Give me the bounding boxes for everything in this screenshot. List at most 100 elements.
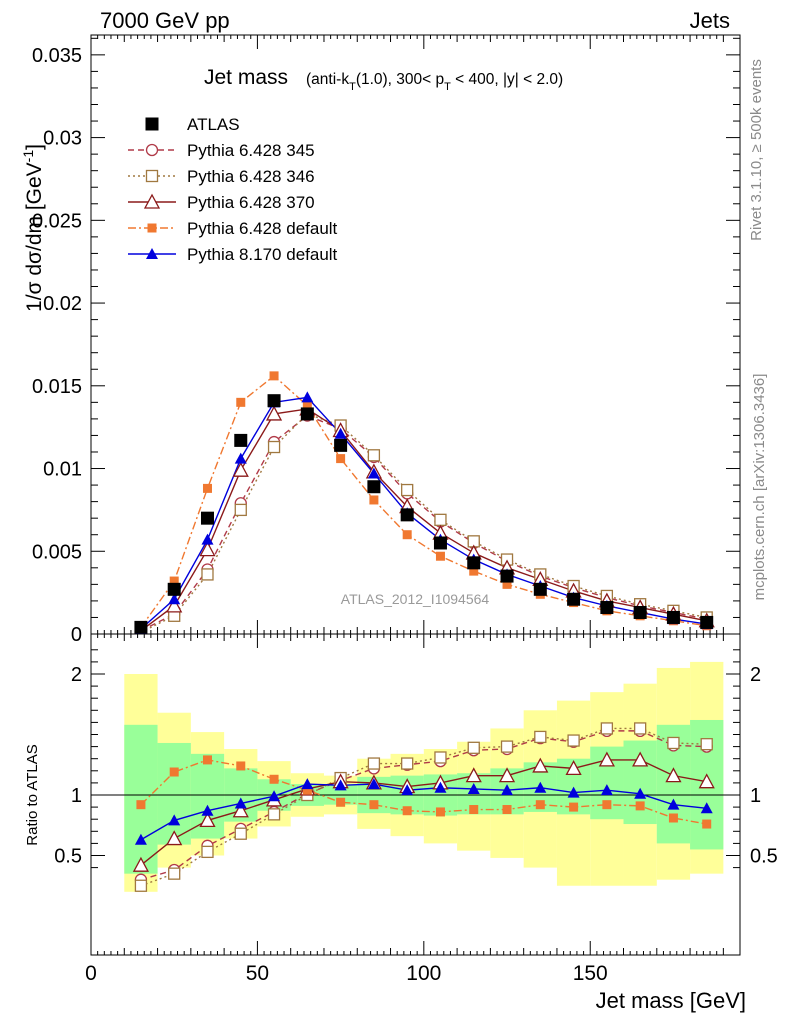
legend-label-pythia-6-428-default: Pythia 6.428 default (187, 219, 338, 238)
point-pythia-6-428-370 (199, 541, 216, 557)
ratio-point-pythia-8-170-default (467, 782, 480, 794)
energy-label: 7000 GeV pp (100, 8, 230, 33)
point-pythia-8-170-default (334, 427, 347, 439)
mcplots-label: mcplots.cern.ch [arXiv:1306.3436] (751, 374, 768, 601)
ratio-point-pythia-6-428-default (602, 800, 612, 810)
series-line-pythia-6-428-default (140, 374, 707, 628)
point-atlas (234, 433, 248, 447)
ratio-point-pythia-6-428-default (535, 800, 545, 810)
point-atlas (300, 407, 314, 421)
ratio-point-pythia-8-170-default (234, 797, 247, 809)
ratio-point-pythia-6-428-default (635, 801, 645, 811)
ratio-point-pythia-8-170-default (201, 804, 214, 816)
ratio-point-pythia-8-170-default (401, 784, 414, 796)
ratio-point-pythia-6-428-370 (632, 751, 649, 767)
ratio-point-pythia-6-428-346 (467, 741, 480, 754)
inner-band-bin (157, 742, 191, 845)
ratio-point-pythia-6-428-default (668, 813, 678, 823)
ratio-point-pythia-6-428-default (336, 797, 346, 807)
point-pythia-6-428-default (336, 454, 346, 464)
analysis-watermark: ATLAS_2012_I1094564 (341, 591, 490, 607)
ratio-point-pythia-8-170-default (501, 784, 514, 796)
point-pythia-6-428-default (169, 576, 179, 586)
ratio-point-pythia-8-170-default (634, 787, 647, 799)
ratio-point-pythia-6-428-default (302, 785, 312, 795)
ratio-point-pythia-6-428-346 (634, 722, 647, 735)
ratio-point-pythia-8-170-default (434, 781, 447, 793)
ratio-point-pythia-6-428-default (435, 807, 445, 817)
y-tick-label: 0.005 (32, 541, 82, 563)
legend-label-pythia-8-170-default: Pythia 8.170 default (187, 245, 338, 264)
point-atlas (367, 480, 381, 494)
ratio-point-pythia-6-428-346 (667, 736, 680, 750)
ratio-point-pythia-6-428-346 (267, 808, 281, 821)
point-atlas (700, 615, 714, 629)
point-atlas (533, 582, 547, 596)
point-atlas (467, 556, 481, 570)
point-pythia-6-428-370 (265, 405, 283, 421)
ratio-line-pythia-6-428-370 (140, 759, 707, 866)
point-pythia-6-428-370 (166, 597, 183, 613)
uncertainty-bands (124, 661, 724, 892)
point-pythia-8-170-default (367, 467, 380, 479)
y-tick-label: 0 (71, 624, 82, 646)
point-pythia-6-428-346 (367, 449, 381, 462)
ratio-point-pythia-8-170-default (301, 778, 314, 790)
ratio-point-pythia-6-428-default (369, 800, 379, 810)
point-pythia-6-428-346 (434, 513, 447, 526)
legend-marker-pythia-6-428-default (147, 223, 157, 233)
legend-marker-pythia-6-428-345 (145, 143, 159, 157)
chart-title-main: Jet mass (204, 66, 288, 89)
ratio-point-pythia-6-428-346 (534, 730, 547, 744)
ratio-point-pythia-8-170-default (268, 790, 281, 802)
ratio-y-axis-label: Ratio to ATLAS (24, 744, 41, 845)
ratio-point-pythia-6-428-370 (465, 767, 482, 783)
y-tick-label: 0.015 (32, 376, 82, 398)
point-pythia-6-428-346 (201, 568, 214, 581)
ratio-y-tick-label-right: 2 (750, 664, 761, 686)
ratio-point-pythia-8-170-default (667, 798, 680, 810)
point-atlas (666, 610, 680, 624)
ratio-point-pythia-6-428-default (402, 806, 412, 816)
ratio-point-pythia-6-428-346 (367, 757, 381, 770)
ratio-y-tick-label-right: 1 (750, 785, 761, 807)
x-tick-label: 0 (85, 962, 97, 985)
y-tick-label: 0.03 (43, 128, 82, 150)
x-tick-label: 150 (573, 962, 608, 985)
point-pythia-6-428-default (369, 495, 379, 505)
point-atlas (633, 605, 647, 619)
ratio-point-pythia-6-428-346 (567, 734, 580, 747)
point-pythia-8-170-default (234, 452, 247, 464)
ratio-point-pythia-6-428-default (202, 755, 212, 765)
point-pythia-8-170-default (168, 593, 181, 605)
ratio-point-pythia-6-428-370 (498, 767, 516, 783)
point-pythia-6-428-default (269, 371, 279, 381)
ratio-point-pythia-6-428-370 (132, 856, 150, 872)
point-atlas (200, 511, 214, 525)
ratio-point-pythia-6-428-370 (532, 757, 549, 773)
y-tick-label: 0.02 (43, 293, 82, 315)
rivet-label: Rivet 3.1.10, ≥ 500k events (748, 59, 765, 241)
point-pythia-8-170-default (201, 533, 214, 545)
point-pythia-6-428-346 (401, 483, 414, 497)
point-atlas (134, 620, 148, 634)
ratio-point-pythia-6-428-346 (134, 879, 148, 892)
point-atlas (334, 438, 348, 452)
ratio-point-pythia-6-428-default (169, 767, 179, 777)
legend-marker-pythia-6-428-346 (145, 169, 159, 183)
ratio-point-pythia-6-428-default (702, 819, 712, 829)
x-tick-label: 100 (406, 962, 441, 985)
point-atlas (600, 601, 614, 615)
x-tick-label: 50 (246, 962, 269, 985)
series-line-pythia-6-428-346 (140, 413, 707, 633)
ratio-point-pythia-6-428-370 (665, 767, 682, 783)
ratio-y-tick-label: 0.5 (54, 846, 82, 868)
ratio-line-pythia-8-170-default (140, 783, 707, 841)
ratio-point-pythia-6-428-370 (598, 751, 615, 767)
ratio-series-group (132, 722, 715, 892)
chart-title: Jet mass (204, 66, 288, 89)
ratio-y-tick-label: 1 (71, 785, 82, 807)
ratio-y-tick-label-right: 0.5 (750, 846, 778, 868)
ratio-point-pythia-8-170-default (600, 784, 613, 796)
